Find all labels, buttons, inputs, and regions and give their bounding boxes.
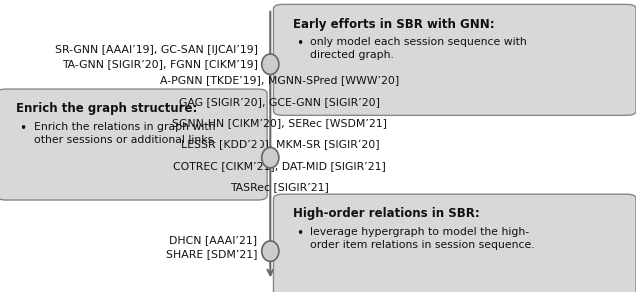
Text: COTREC [CIKM’21], DAT-MID [SIGIR’21]: COTREC [CIKM’21], DAT-MID [SIGIR’21] bbox=[174, 161, 386, 171]
Text: LESSR [KDD’20], MKM-SR [SIGIR’20]: LESSR [KDD’20], MKM-SR [SIGIR’20] bbox=[181, 140, 379, 150]
Text: •: • bbox=[296, 227, 303, 240]
Text: Early efforts in SBR with GNN:: Early efforts in SBR with GNN: bbox=[293, 18, 494, 31]
Ellipse shape bbox=[262, 147, 279, 168]
Text: Enrich the relations in graph with
other sessions or additional links.: Enrich the relations in graph with other… bbox=[34, 122, 216, 145]
Text: leverage hypergraph to model the high-
order item relations in session sequence.: leverage hypergraph to model the high- o… bbox=[310, 227, 535, 250]
Ellipse shape bbox=[262, 241, 279, 261]
Text: SGNN-HN [CIKM’20], SERec [WSDM’21]: SGNN-HN [CIKM’20], SERec [WSDM’21] bbox=[172, 118, 387, 128]
Text: TASRec [SIGIR’21]: TASRec [SIGIR’21] bbox=[230, 182, 329, 192]
Text: •: • bbox=[19, 122, 26, 135]
Text: A-PGNN [TKDE’19], MGNN-SPred [WWW’20]: A-PGNN [TKDE’19], MGNN-SPred [WWW’20] bbox=[160, 76, 399, 86]
Polygon shape bbox=[279, 45, 283, 74]
Polygon shape bbox=[279, 234, 283, 263]
Polygon shape bbox=[258, 130, 262, 159]
FancyBboxPatch shape bbox=[273, 194, 636, 292]
Text: only model each session sequence with
directed graph.: only model each session sequence with di… bbox=[310, 37, 527, 60]
Text: •: • bbox=[296, 37, 303, 50]
FancyBboxPatch shape bbox=[273, 4, 636, 115]
Text: High-order relations in SBR:: High-order relations in SBR: bbox=[293, 207, 480, 220]
FancyBboxPatch shape bbox=[0, 89, 267, 200]
Text: Enrich the graph structure:: Enrich the graph structure: bbox=[16, 102, 197, 115]
Ellipse shape bbox=[262, 54, 279, 74]
Text: DHCN [AAAI’21]
SHARE [SDM’21]: DHCN [AAAI’21] SHARE [SDM’21] bbox=[166, 235, 258, 259]
Text: SR-GNN [AAAI’19], GC-SAN [IJCAI’19]
TA-GNN [SIGIR’20], FGNN [CIKM’19]: SR-GNN [AAAI’19], GC-SAN [IJCAI’19] TA-G… bbox=[55, 45, 258, 69]
Text: GAG [SIGIR’20], GCE-GNN [SIGIR’20]: GAG [SIGIR’20], GCE-GNN [SIGIR’20] bbox=[179, 97, 380, 107]
